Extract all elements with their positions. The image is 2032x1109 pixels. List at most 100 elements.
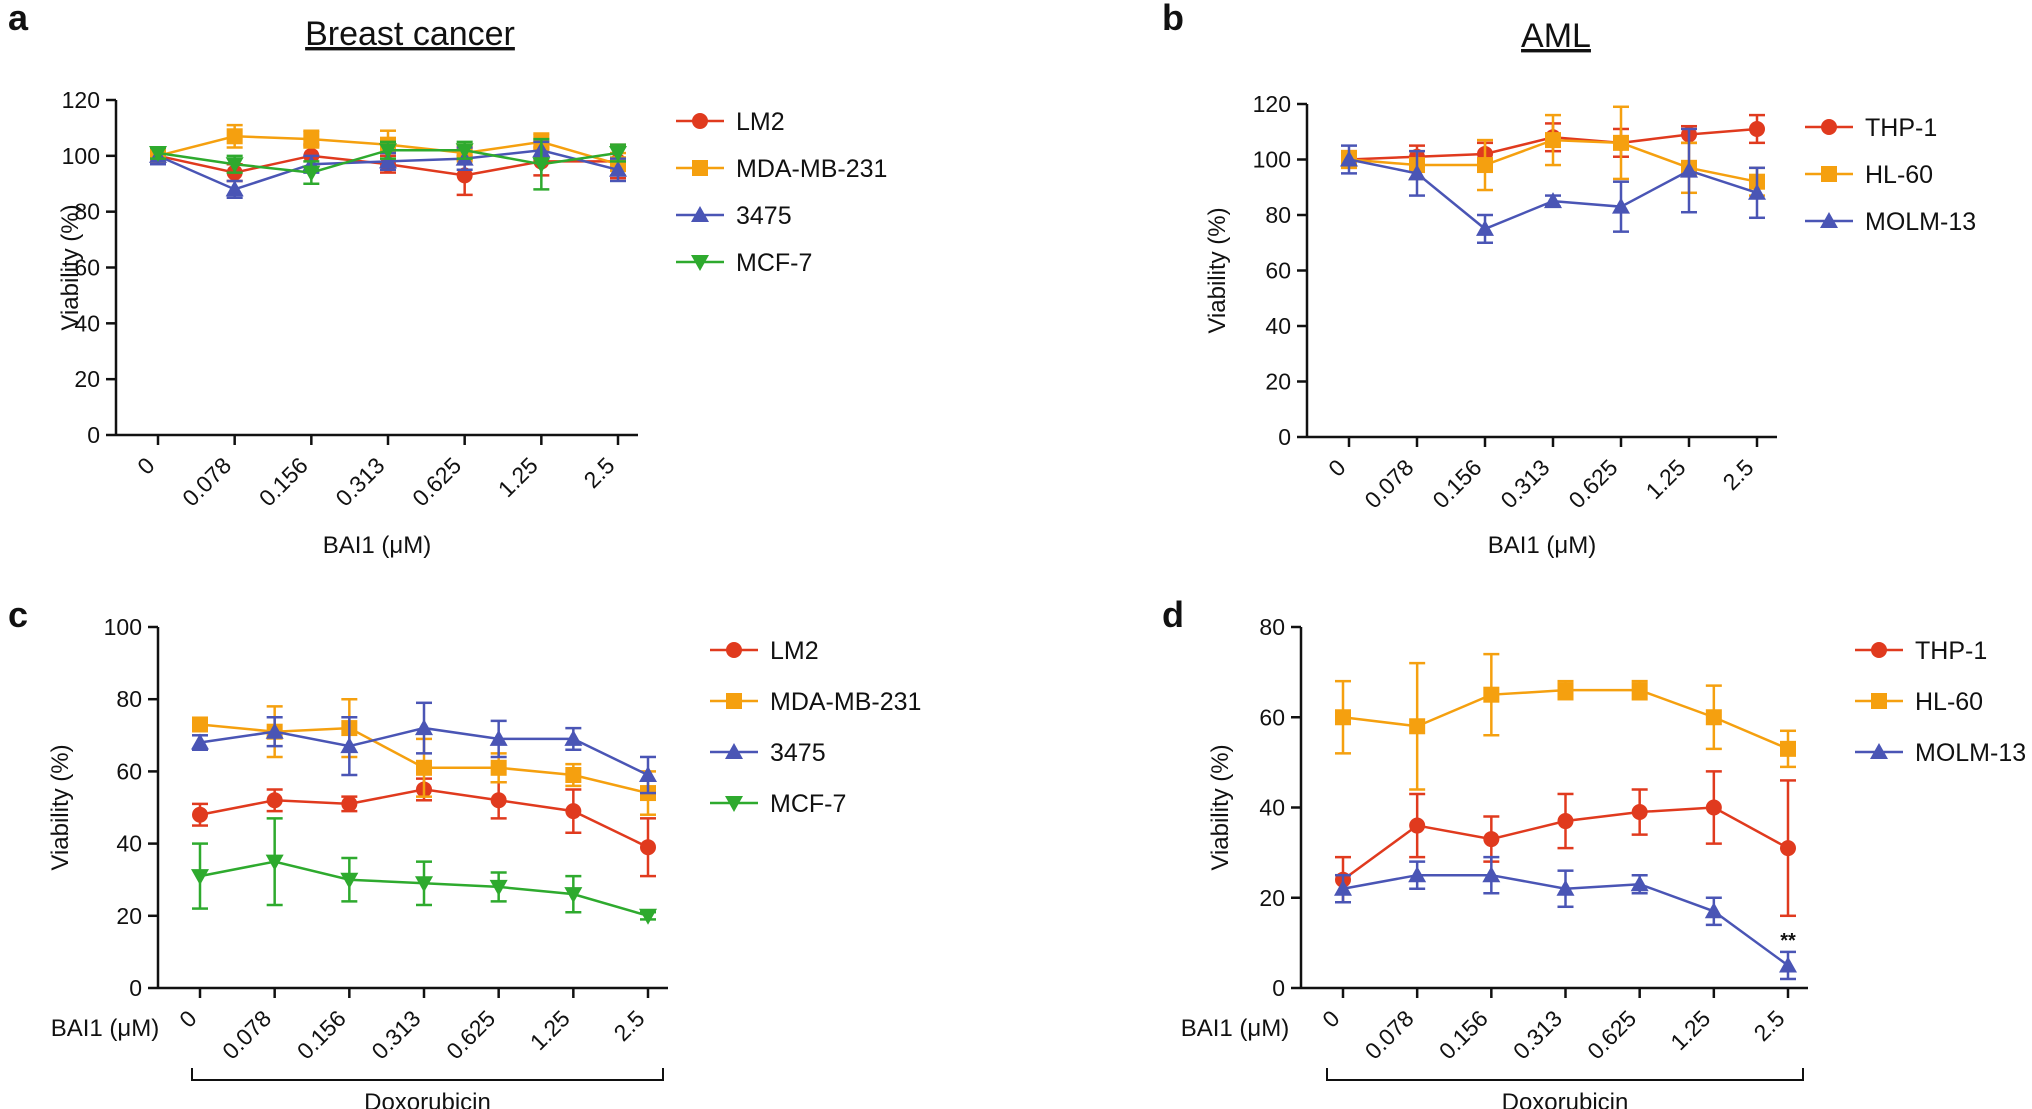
- legend-item: HL-60: [1805, 161, 1933, 189]
- data-point: [639, 908, 657, 925]
- y-tick-label: 40: [1265, 313, 1291, 339]
- legend-marker: [726, 642, 742, 658]
- legend-item: MOLM-13: [1855, 739, 2026, 767]
- data-point: [489, 729, 508, 746]
- significance-label: **: [1780, 930, 1796, 952]
- x-tick-label: 1.25: [1640, 454, 1690, 504]
- data-point: [1631, 804, 1648, 821]
- x-tick-label: 0.078: [217, 1005, 276, 1064]
- data-point: [1680, 161, 1698, 178]
- y-tick-label: 80: [74, 199, 100, 225]
- legend-item: MCF-7: [676, 249, 812, 277]
- y-tick-label: 60: [1259, 704, 1285, 730]
- data-point: [1557, 813, 1574, 830]
- legend-marker: [1820, 212, 1838, 228]
- data-point: [302, 165, 321, 182]
- data-point: [1483, 831, 1500, 848]
- data-point: [340, 872, 359, 889]
- y-tick-label: 100: [104, 614, 142, 640]
- x-tick-label: 2.5: [579, 452, 620, 493]
- data-point: [265, 854, 284, 871]
- data-point: [456, 167, 473, 184]
- series-3475: [191, 701, 657, 795]
- panel-b: b AML 0 20 40 60 80 100 120 0 0.078 0.156 0.313 0.625…: [1162, 0, 1976, 559]
- panel-a: a Breast cancer 0 20 40 60 80 100 120 0 0.078 0.156…: [8, 0, 887, 559]
- data-point: [415, 719, 433, 736]
- data-point: [1476, 219, 1494, 236]
- data-point: [1779, 956, 1797, 973]
- legend-label: THP-1: [1915, 637, 1987, 665]
- x-tick-label: 0.625: [407, 452, 466, 511]
- data-point: [490, 792, 507, 809]
- legend-item: MOLM-13: [1805, 208, 1976, 236]
- doxorubicin-bracket: [1326, 1068, 1804, 1081]
- data-point: [1477, 157, 1493, 174]
- y-tick-label: 20: [74, 366, 100, 392]
- data-point: [266, 792, 283, 809]
- legend-marker: [692, 160, 708, 176]
- data-point: [564, 887, 583, 904]
- data-point: [1545, 132, 1561, 149]
- group-label: Doxorubicin: [364, 1089, 491, 1109]
- data-point: [639, 766, 657, 783]
- legend-label: 3475: [736, 202, 792, 230]
- x-tick-label: 0: [174, 1005, 201, 1032]
- y-axis-label: Viability (%): [57, 204, 84, 330]
- data-point: [565, 803, 582, 820]
- data-point: [1340, 150, 1358, 167]
- legend-label: MCF-7: [736, 249, 812, 277]
- legend-marker: [726, 693, 742, 709]
- data-point: [1749, 120, 1765, 137]
- doxorubicin-bracket: [191, 1068, 664, 1081]
- data-point: [1335, 709, 1351, 726]
- x-tick-label: 2.5: [1718, 454, 1759, 495]
- legend-item: THP-1: [1805, 114, 1937, 142]
- y-tick-label: 40: [116, 831, 142, 857]
- legend-marker: [1821, 119, 1837, 135]
- x-tick-label: 1.25: [1665, 1005, 1715, 1055]
- x-tick-label: 0.625: [1563, 454, 1622, 513]
- data-point: [379, 152, 397, 169]
- x-tick-label: 2.5: [609, 1005, 650, 1046]
- legend-item: 3475: [710, 739, 826, 767]
- legend-label: MOLM-13: [1915, 739, 2026, 767]
- legend-label: LM2: [770, 637, 819, 665]
- x-tick-label: 1.25: [493, 452, 543, 502]
- y-tick-label: 20: [116, 903, 142, 929]
- y-tick-label: 60: [116, 758, 142, 784]
- y-tick-label: 60: [74, 255, 100, 281]
- legend-label: 3475: [770, 739, 826, 767]
- data-point: [1704, 902, 1723, 919]
- x-tick-label: 0.156: [292, 1005, 351, 1064]
- y-tick-label: 0: [1278, 424, 1291, 450]
- legend-item: THP-1: [1855, 637, 1987, 665]
- data-point: [565, 767, 582, 784]
- data-point: [1482, 866, 1501, 883]
- y-tick-label: 20: [1265, 369, 1291, 395]
- legend-label: THP-1: [1865, 114, 1937, 142]
- x-tick-label: 0.313: [330, 452, 389, 511]
- data-point: [1705, 709, 1722, 726]
- data-point: [149, 146, 167, 163]
- x-tick-label: 0.313: [366, 1005, 425, 1064]
- x-tick-label: 0: [1323, 454, 1350, 481]
- legend-marker: [691, 255, 709, 271]
- data-point: [609, 146, 627, 163]
- data-point: [379, 143, 397, 160]
- data-point: [1780, 840, 1796, 857]
- legend-item: MCF-7: [710, 790, 846, 818]
- legend-marker: [725, 743, 743, 759]
- y-tick-label: 80: [116, 686, 142, 712]
- legend-marker: [1821, 166, 1837, 182]
- series-thp-1: [1335, 770, 1796, 918]
- data-point: [225, 157, 244, 174]
- series-hl-60: [1335, 652, 1796, 791]
- panel-letter: d: [1162, 594, 1184, 635]
- data-point: [1780, 740, 1796, 757]
- x-tick-label: 0.313: [1508, 1005, 1567, 1064]
- data-point: [191, 869, 209, 886]
- legend-label: MDA-MB-231: [770, 688, 921, 716]
- legend-label: HL-60: [1915, 688, 1983, 716]
- legend-item: LM2: [676, 108, 785, 136]
- legend-item: 3475: [676, 202, 792, 230]
